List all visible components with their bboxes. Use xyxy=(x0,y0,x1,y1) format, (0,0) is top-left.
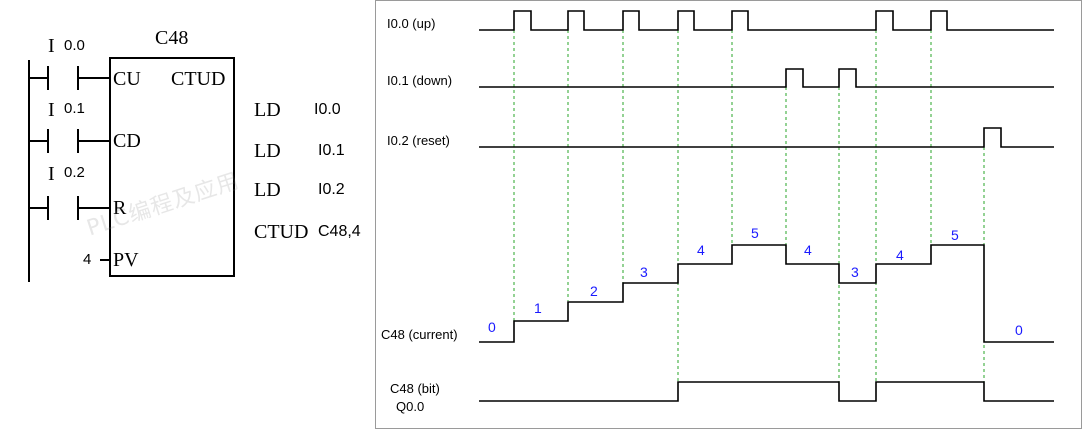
counter-type: CTUD xyxy=(171,68,226,90)
counter-name: C48 xyxy=(155,27,189,49)
waveform-c48-bit xyxy=(479,381,1054,402)
instruction-op: CTUD xyxy=(254,221,309,243)
contact-address: 0.0 xyxy=(64,37,85,54)
pin-pv: PV xyxy=(113,249,139,271)
signal-label: I0.2 (reset) xyxy=(387,133,450,148)
ladder-lines xyxy=(28,57,235,282)
waveform-c48-current xyxy=(479,244,1054,343)
signal-label: C48 (bit) xyxy=(390,381,440,396)
ladder-diagram: I 0.0 I 0.1 I 0.2 C48 CTUD CU CD R PV 4 … xyxy=(0,0,380,432)
counter-box[interactable] xyxy=(109,57,235,277)
instruction-arg: I0.1 xyxy=(318,142,345,159)
pv-value: 4 xyxy=(83,251,92,268)
instruction-arg: C48,4 xyxy=(318,223,361,240)
counter-value: 4 xyxy=(896,247,904,263)
contact-i00[interactable] xyxy=(29,66,110,90)
counter-value: 4 xyxy=(697,242,705,258)
waveform-i02 xyxy=(479,127,1054,148)
waveform-i01 xyxy=(479,68,1054,88)
contact-i01[interactable] xyxy=(29,129,110,153)
pin-cu: CU xyxy=(113,68,141,90)
timing-diagram-panel: I0.0 (up) I0.1 (down) I0.2 (reset) C48 (… xyxy=(375,0,1082,429)
contact-prefix: I xyxy=(48,163,55,185)
instruction-arg: I0.0 xyxy=(314,101,341,118)
pin-cd: CD xyxy=(113,130,141,152)
instruction-op: LD xyxy=(254,140,281,162)
counter-value: 4 xyxy=(804,242,812,258)
signal-label: C48 (current) xyxy=(381,327,458,342)
contact-prefix: I xyxy=(48,35,55,57)
counter-value: 5 xyxy=(751,225,759,241)
contact-i02[interactable] xyxy=(29,196,110,220)
signal-label: I0.0 (up) xyxy=(387,16,436,31)
signal-label: I0.1 (down) xyxy=(387,73,453,88)
counter-value: 0 xyxy=(1015,322,1023,338)
counter-value: 1 xyxy=(534,300,542,316)
waveform-i00 xyxy=(479,10,1054,31)
timing-diagram xyxy=(479,10,1054,402)
time-guides xyxy=(513,30,985,401)
counter-value: 2 xyxy=(590,283,598,299)
contact-address: 0.2 xyxy=(64,164,85,181)
counter-value: 3 xyxy=(640,264,648,280)
contact-prefix: I xyxy=(48,99,55,121)
pin-r: R xyxy=(113,197,127,219)
signal-label: Q0.0 xyxy=(396,399,425,414)
instruction-op: LD xyxy=(254,179,281,201)
counter-value: 3 xyxy=(851,264,859,280)
counter-value: 5 xyxy=(951,227,959,243)
instruction-arg: I0.2 xyxy=(318,181,345,198)
instruction-op: LD xyxy=(254,99,281,121)
counter-value: 0 xyxy=(488,319,496,335)
contact-address: 0.1 xyxy=(64,100,85,117)
